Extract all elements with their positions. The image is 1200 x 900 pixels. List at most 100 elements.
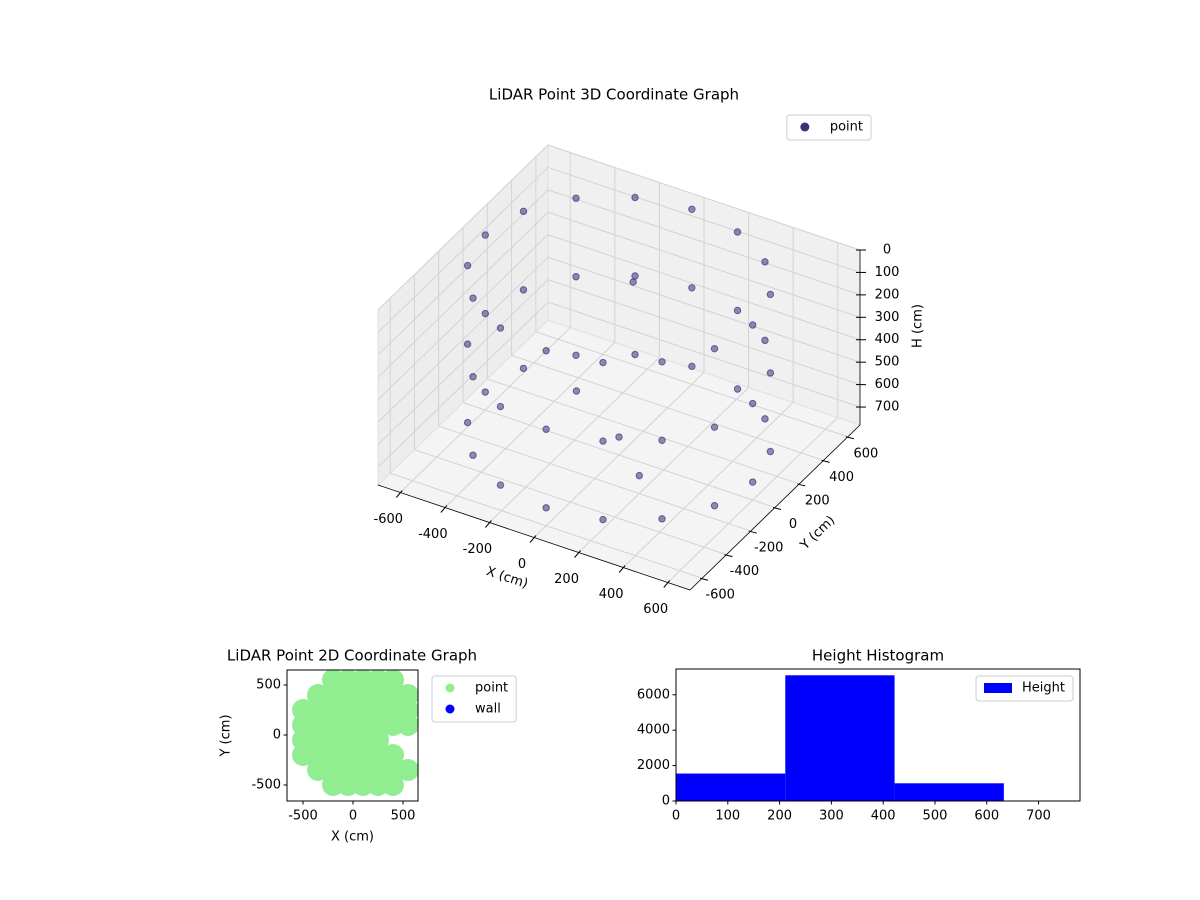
x-tick	[440, 505, 448, 513]
point	[469, 372, 477, 381]
x-tick-label: 200	[554, 572, 579, 587]
point	[397, 759, 418, 781]
x-tick-label: 0	[518, 557, 526, 572]
x-tick-label: 600	[974, 809, 999, 824]
point	[572, 273, 580, 281]
x-tick-label: 600	[643, 602, 668, 617]
z-tick-label: 400	[875, 332, 900, 347]
legend-label: wall	[475, 702, 501, 717]
legend-patch	[984, 683, 1013, 693]
grid-line	[389, 472, 703, 579]
grid-line	[547, 301, 861, 408]
y-tick-label: 0	[662, 794, 670, 809]
point	[710, 423, 719, 431]
legend-marker	[445, 704, 455, 714]
y-tick	[748, 530, 757, 534]
x-tick-label: -400	[418, 527, 448, 542]
z-tick-label: 300	[875, 310, 900, 325]
point	[635, 471, 643, 480]
grid-line	[547, 279, 861, 386]
y-tick-label: -500	[251, 778, 281, 793]
point	[631, 272, 639, 280]
point	[542, 425, 550, 433]
x-tick-label: 0	[672, 809, 680, 824]
grid-line	[511, 354, 824, 461]
point	[658, 436, 666, 444]
point	[710, 502, 719, 510]
chart-title: LiDAR Point 2D Coordinate Graph	[227, 647, 477, 665]
x-tick-label: 0	[349, 809, 357, 824]
y-tick	[845, 436, 854, 440]
axes-frame	[675, 668, 1081, 802]
point	[761, 258, 769, 266]
y-tick-label: 4000	[637, 723, 670, 738]
point	[688, 284, 696, 292]
point	[710, 344, 719, 353]
x-axis-label: X (cm)	[331, 830, 374, 845]
y-tick-label: -400	[730, 564, 760, 579]
y-tick-label: 0	[273, 728, 281, 743]
point	[599, 437, 607, 445]
grid-line	[438, 425, 751, 532]
point	[469, 451, 477, 459]
grid-line	[377, 256, 549, 423]
point	[629, 278, 637, 286]
point	[463, 340, 472, 348]
grid-line	[535, 331, 849, 438]
y-tick-label: 0	[789, 517, 797, 532]
chart-title: LiDAR Point 3D Coordinate Graph	[489, 86, 739, 104]
point	[481, 231, 489, 239]
x-tick-label: -600	[374, 512, 404, 527]
x-tick-label: 500	[923, 809, 948, 824]
point	[766, 290, 775, 299]
legend: point	[786, 114, 872, 141]
legend-frame	[975, 675, 1074, 702]
x-tick-label: -200	[463, 542, 493, 557]
x-tick	[618, 565, 626, 573]
point	[572, 387, 581, 395]
point	[599, 515, 607, 524]
y-tick-label: 2000	[637, 758, 670, 773]
legend: Height	[975, 675, 1074, 702]
point	[733, 306, 742, 315]
grid-line	[547, 144, 861, 251]
grid-line	[547, 256, 861, 363]
y-tick-label: 6000	[637, 687, 670, 702]
point	[382, 744, 404, 766]
point	[688, 362, 696, 371]
y-tick	[772, 507, 782, 510]
grid-line	[547, 189, 861, 296]
point	[766, 447, 775, 456]
axes-frame	[286, 669, 419, 802]
grid-line	[377, 301, 549, 468]
point	[496, 481, 505, 489]
grid-line	[414, 449, 727, 556]
z-tick-label: 100	[875, 265, 900, 280]
point	[658, 515, 666, 523]
point	[542, 504, 550, 512]
point	[469, 294, 477, 302]
point	[631, 193, 639, 202]
point	[496, 324, 505, 332]
legend-label: point	[475, 681, 508, 696]
point	[572, 194, 580, 202]
grid-line	[547, 234, 861, 341]
grid-line	[487, 378, 800, 485]
y-tick	[700, 577, 709, 581]
grid-line	[547, 166, 861, 273]
grid-line	[377, 144, 549, 311]
grid-line	[377, 279, 549, 445]
y-axis-label: Y (cm)	[219, 714, 234, 757]
z-tick-label: 0	[883, 243, 891, 258]
z-tick-label: 700	[875, 400, 900, 415]
grid-line	[377, 189, 549, 356]
x-tick-label: 500	[391, 809, 416, 824]
point	[496, 402, 505, 411]
x-tick	[529, 535, 537, 543]
legend-label: Height	[1022, 681, 1065, 696]
point	[519, 364, 528, 373]
point	[749, 478, 757, 486]
point	[382, 670, 404, 691]
legend-label: point	[830, 120, 863, 135]
bar	[676, 773, 786, 801]
